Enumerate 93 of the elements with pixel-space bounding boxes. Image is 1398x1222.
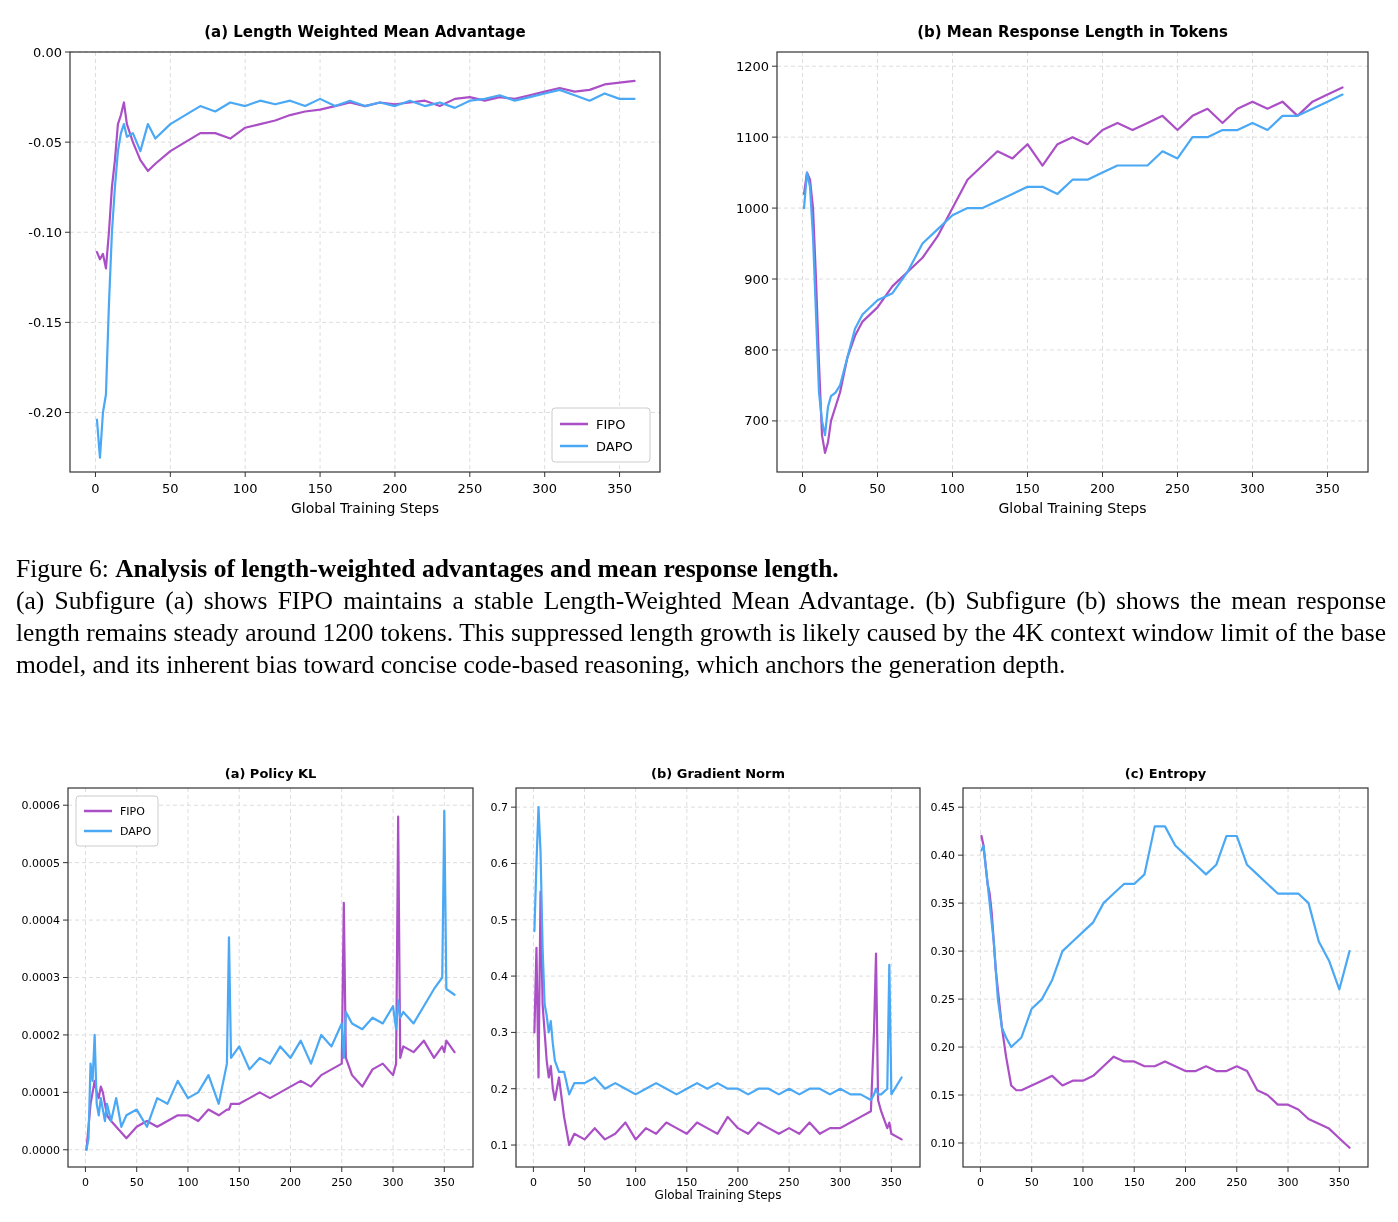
x-axis-title: Global Training Steps	[654, 1188, 782, 1202]
x-tick-label: 50	[129, 1176, 144, 1189]
x-tick-label: 300	[382, 1176, 404, 1189]
x-tick-label: 100	[625, 1176, 647, 1189]
y-tick-label: 0.45	[930, 801, 955, 815]
x-tick-label: 150	[228, 1176, 250, 1189]
x-tick-label: 100	[940, 481, 965, 496]
y-tick-label: 0.0004	[21, 913, 60, 927]
line-series	[980, 825, 1351, 1049]
y-tick-label: 0.00	[33, 44, 62, 60]
legend-label: FIPO	[120, 804, 146, 818]
y-tick-label: 0.0001	[21, 1086, 60, 1100]
line-series	[533, 806, 903, 1102]
y-tick-label: 0.25	[930, 992, 955, 1006]
x-tick-label: 250	[331, 1176, 353, 1189]
x-tick-label: 250	[1165, 481, 1190, 496]
y-tick-label: 0.35	[930, 896, 955, 910]
line-series	[95, 79, 636, 270]
line-series	[95, 88, 636, 459]
y-tick-label: 700	[744, 413, 769, 429]
y-tick-label: 0.2	[490, 1082, 508, 1096]
x-tick-label: 50	[577, 1176, 592, 1189]
y-tick-label: -0.15	[28, 314, 62, 330]
chart-title: (a) Policy KL	[224, 766, 317, 781]
y-tick-label: 0.0002	[21, 1028, 60, 1042]
y-tick-label: 1000	[735, 200, 769, 216]
y-tick-label: 0.10	[930, 1136, 955, 1150]
x-tick-label: 350	[1328, 1176, 1350, 1189]
y-tick-label: 0.7	[490, 801, 508, 814]
caption: Figure 6:	[16, 554, 110, 583]
x-tick-label: 200	[279, 1176, 301, 1189]
y-tick-label: 0.6	[490, 857, 508, 871]
x-tick-label: 350	[880, 1176, 902, 1189]
x-tick-label: 250	[778, 1176, 800, 1189]
chart-title: (a) Length Weighted Mean Advantage	[204, 23, 526, 41]
y-tick-label: 0.0003	[21, 971, 60, 985]
y-tick-label: 0.5	[490, 913, 508, 927]
x-tick-label: 200	[382, 481, 408, 496]
y-tick-label: 0.0005	[21, 856, 60, 870]
x-tick-label: 350	[1315, 481, 1340, 496]
y-tick-label: 800	[744, 342, 769, 358]
x-axis-title: Global Training Steps	[291, 500, 439, 516]
x-tick-label: 150	[676, 1176, 698, 1189]
y-tick-label: 0.30	[930, 944, 955, 958]
x-tick-label: 100	[177, 1176, 199, 1189]
y-tick-label: -0.05	[28, 134, 62, 150]
x-tick-label: 0	[91, 481, 100, 496]
x-tick-label: 300	[1277, 1176, 1299, 1189]
x-tick-label: 0	[798, 481, 807, 496]
chart-title: (c) Entropy	[1124, 766, 1207, 781]
x-tick-label: 0	[529, 1176, 537, 1189]
y-tick-label: 0.0006	[21, 799, 60, 813]
y-tick-label: 1200	[735, 58, 769, 74]
x-tick-label: 50	[162, 481, 179, 496]
legend-label: DAPO	[120, 824, 152, 838]
x-tick-label: 50	[1024, 1176, 1039, 1189]
y-tick-label: 0.15	[930, 1088, 955, 1102]
x-tick-label: 300	[1240, 481, 1265, 496]
x-tick-label: 300	[829, 1176, 851, 1189]
text: (a) Subfigure (a) shows FIPO maintains a stable Length-Weighted Mean Advantage. (b) Subfigure (b) shows the mean response length remains steady around 1200 tokens. This suppressed length growth is likely caused by the 4K context window limit of the base model, and its inherent bias toward concise code-based reasoning, which anchors the generation depth.	[16, 586, 1386, 679]
x-tick-label: 200	[1174, 1176, 1196, 1189]
x-tick-label: 150	[307, 481, 333, 496]
y-tick-label: -0.10	[28, 224, 62, 240]
legend-label: FIPO	[596, 416, 626, 432]
y-tick-label: 1100	[735, 129, 769, 145]
legend-label: DAPO	[596, 438, 633, 454]
x-tick-label: 200	[727, 1176, 749, 1189]
y-tick-label: 0.0000	[21, 1143, 60, 1157]
x-tick-label: 200	[1090, 481, 1115, 496]
y-tick-label: 0.4	[490, 969, 508, 983]
y-tick-label: 900	[744, 271, 769, 287]
x-axis-title: Global Training Steps	[998, 500, 1147, 516]
x-tick-label: 0	[976, 1176, 984, 1189]
x-tick-label: 100	[1072, 1176, 1094, 1189]
x-tick-label: 150	[1123, 1176, 1145, 1189]
x-tick-label: 350	[433, 1176, 455, 1189]
x-tick-label: 50	[869, 481, 886, 496]
x-tick-label: 300	[532, 481, 558, 496]
x-tick-label: 150	[1015, 481, 1040, 496]
y-tick-label: 0.3	[490, 1026, 508, 1040]
y-tick-label: 0.20	[930, 1040, 955, 1054]
x-tick-label: 250	[1226, 1176, 1248, 1189]
chart-title: (b) Gradient Norm	[651, 766, 785, 781]
text: Analysis of length-weighted advantages and mean response length.	[115, 554, 839, 583]
line-series	[533, 890, 903, 1147]
y-tick-label: 0.1	[490, 1138, 508, 1152]
chart-title: (b) Mean Response Length in Tokens	[917, 23, 1228, 41]
y-tick-label: -0.20	[28, 405, 62, 421]
x-tick-label: 350	[607, 481, 632, 496]
x-tick-label: 100	[232, 481, 258, 496]
y-tick-label: 0.40	[930, 849, 955, 863]
x-tick-label: 250	[457, 481, 483, 496]
x-tick-label: 0	[81, 1176, 89, 1189]
